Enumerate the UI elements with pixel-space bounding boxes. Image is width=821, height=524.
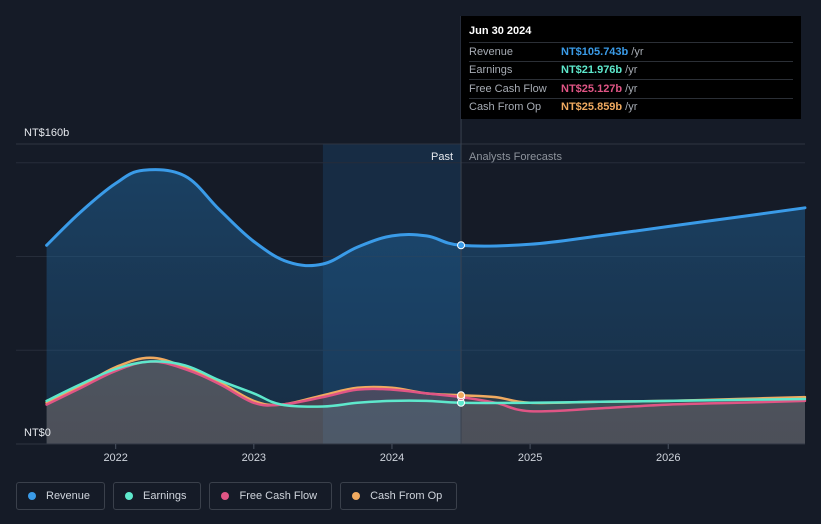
legend-item-free-cash-flow[interactable]: Free Cash Flow bbox=[209, 482, 333, 510]
tooltip-row-free-cash-flow: Free Cash Flow NT$25.127b /yr bbox=[469, 79, 793, 98]
series-markers bbox=[457, 241, 466, 407]
tooltip-row-cash-from-op: Cash From Op NT$25.859b /yr bbox=[469, 97, 793, 117]
forecast-label: Analysts Forecasts bbox=[469, 151, 562, 163]
tooltip-value: NT$21.976b bbox=[561, 64, 623, 77]
past-label: Past bbox=[431, 151, 453, 163]
y-axis-top-label: NT$160b bbox=[24, 127, 69, 139]
x-axis: 2022 2023 2024 2025 2026 bbox=[16, 443, 805, 464]
tooltip-label: Revenue bbox=[469, 45, 514, 58]
legend-label: Earnings bbox=[143, 490, 187, 502]
tooltip-label: Free Cash Flow bbox=[469, 82, 547, 95]
series-area-revenue bbox=[46, 169, 806, 444]
tooltip-unit: /yr bbox=[631, 45, 644, 58]
legend-dot-icon bbox=[221, 492, 230, 500]
series-line-earnings bbox=[45, 360, 807, 408]
legend-label: Cash From Op bbox=[370, 490, 443, 502]
series-area-free-cash-flow bbox=[46, 361, 806, 444]
legend-item-earnings[interactable]: Earnings bbox=[113, 482, 202, 510]
series-marker-cash-from-op bbox=[457, 391, 466, 400]
legend-dot-icon bbox=[352, 492, 361, 500]
x-tick-label: 2026 bbox=[656, 452, 680, 464]
legend: Revenue Earnings Free Cash Flow Cash Fro… bbox=[16, 482, 458, 510]
tooltip-label: Earnings bbox=[469, 64, 513, 77]
tooltip-unit: /yr bbox=[625, 64, 638, 77]
series-marker-revenue bbox=[457, 241, 466, 250]
y-axis-zero-label: NT$0 bbox=[24, 427, 51, 439]
series-lines bbox=[45, 168, 807, 413]
series-line-revenue bbox=[45, 168, 807, 268]
x-tick-label: 2024 bbox=[380, 452, 404, 464]
tooltip-value: NT$25.127b bbox=[561, 82, 623, 95]
legend-item-revenue[interactable]: Revenue bbox=[16, 482, 106, 510]
tooltip-value: NT$25.859b bbox=[561, 101, 623, 114]
x-tick-label: 2025 bbox=[518, 452, 542, 464]
tooltip-date: Jun 30 2024 bbox=[469, 25, 532, 37]
x-tick-label: 2022 bbox=[103, 452, 127, 464]
tooltip-unit: /yr bbox=[625, 82, 638, 95]
legend-item-cash-from-op[interactable]: Cash From Op bbox=[340, 482, 458, 510]
series-area-earnings bbox=[46, 361, 806, 444]
legend-label: Free Cash Flow bbox=[239, 490, 318, 502]
legend-dot-icon bbox=[125, 492, 134, 500]
legend-label: Revenue bbox=[46, 490, 91, 502]
tooltip-label: Cash From Op bbox=[469, 101, 542, 114]
tooltip-row-revenue: Revenue NT$105.743b /yr bbox=[469, 42, 793, 61]
x-tick-label: 2023 bbox=[242, 452, 266, 464]
tooltip: Jun 30 2024 Revenue NT$105.743b /yr Earn… bbox=[461, 16, 801, 119]
tooltip-unit: /yr bbox=[625, 101, 638, 114]
tooltip-row-earnings: Earnings NT$21.976b /yr bbox=[469, 60, 793, 80]
tooltip-value: NT$105.743b bbox=[561, 45, 629, 58]
legend-dot-icon bbox=[28, 492, 36, 500]
